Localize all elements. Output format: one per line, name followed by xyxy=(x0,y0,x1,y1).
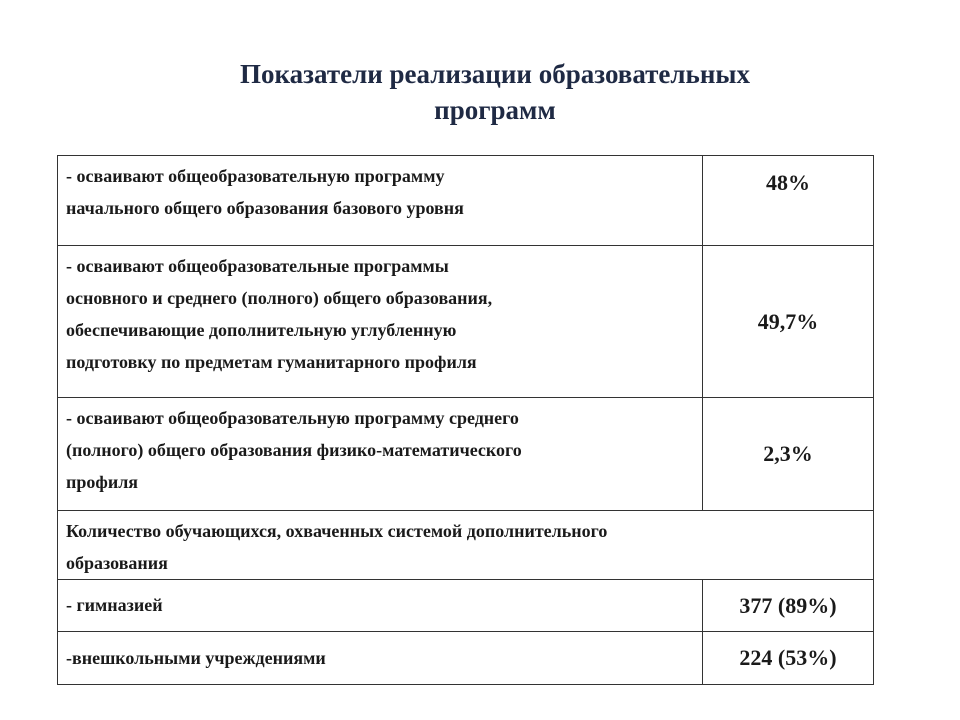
table-row: - осваивают общеобразовательную программ… xyxy=(57,155,874,246)
row-description: - осваивают общеобразовательные программ… xyxy=(57,245,703,398)
row-description-line: - осваивают общеобразовательную программ… xyxy=(66,408,519,428)
row-description-line: обеспечивающие дополнительную углубленну… xyxy=(66,320,457,340)
page-title-line-2: программ xyxy=(434,95,556,125)
indicators-table: - осваивают общеобразовательную программ… xyxy=(57,155,874,685)
row-description-line: начального общего образования базового у… xyxy=(66,198,464,218)
row-description-line: - осваивают общеобразовательные программ… xyxy=(66,256,449,276)
table-row: Количество обучающихся, охваченных систе… xyxy=(57,510,874,580)
table-row: - гимназией 377 (89%) xyxy=(57,579,874,632)
section-heading: Количество обучающихся, охваченных систе… xyxy=(57,510,874,580)
table-row: -внешкольными учреждениями 224 (53%) xyxy=(57,631,874,685)
row-description-line: (полного) общего образования физико-мате… xyxy=(66,440,522,460)
row-description: -внешкольными учреждениями xyxy=(57,631,703,685)
row-description-line: - осваивают общеобразовательную программ… xyxy=(66,166,445,186)
row-description: - гимназией xyxy=(57,579,703,632)
row-value: 48% xyxy=(702,155,874,246)
row-description-line: - гимназией xyxy=(66,595,163,615)
row-description: - осваивают общеобразовательную программ… xyxy=(57,397,703,511)
section-heading-line: Количество обучающихся, охваченных систе… xyxy=(66,521,608,541)
row-description-line: подготовку по предметам гуманитарного пр… xyxy=(66,352,477,372)
page-title-line-1: Показатели реализации образовательных xyxy=(240,59,750,89)
table-row: - осваивают общеобразовательные программ… xyxy=(57,245,874,398)
row-value: 49,7% xyxy=(702,245,874,398)
row-description: - осваивают общеобразовательную программ… xyxy=(57,155,703,246)
section-heading-line: образования xyxy=(66,553,168,573)
row-description-line: -внешкольными учреждениями xyxy=(66,647,326,668)
row-description-line: профиля xyxy=(66,472,139,492)
page-title: Показатели реализации образовательных пр… xyxy=(0,56,960,128)
row-description-line: основного и среднего (полного) общего об… xyxy=(66,288,493,308)
row-value: 2,3% xyxy=(702,397,874,511)
table-row: - осваивают общеобразовательную программ… xyxy=(57,397,874,511)
row-value: 377 (89%) xyxy=(702,579,874,632)
row-value: 224 (53%) xyxy=(702,631,874,685)
